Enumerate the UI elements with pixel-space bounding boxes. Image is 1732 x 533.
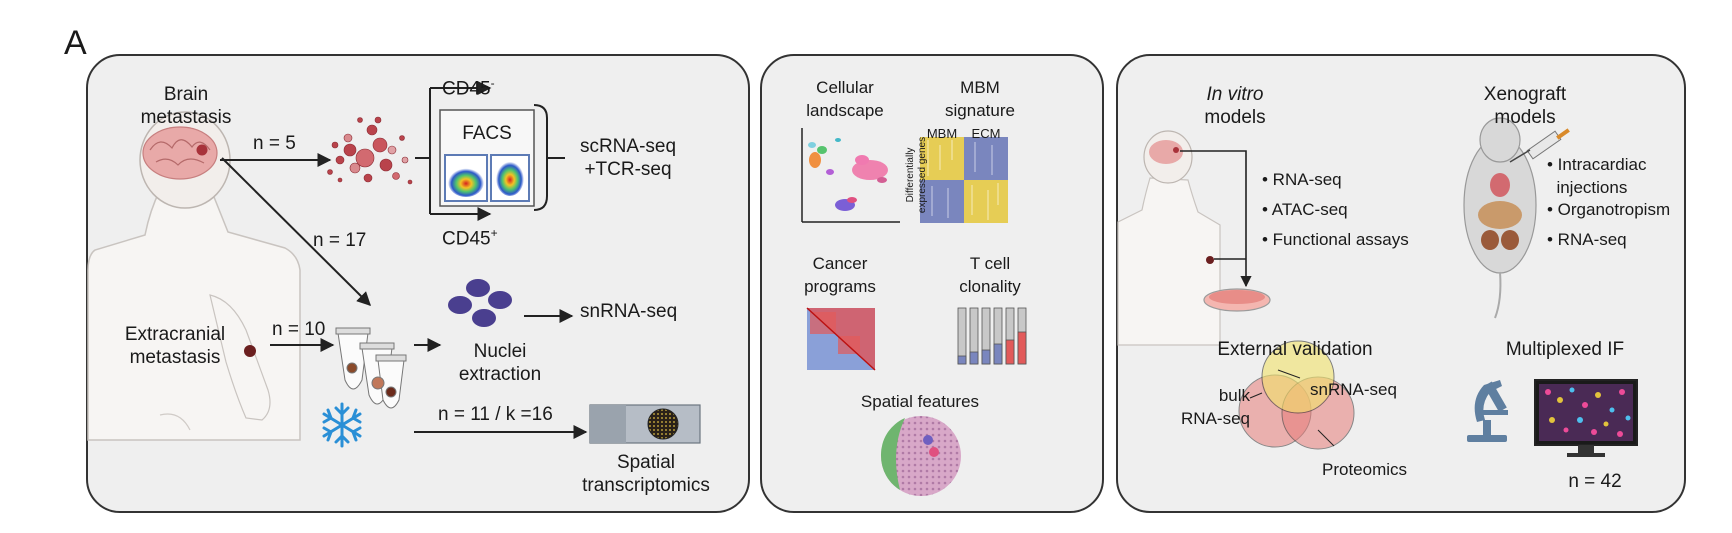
mbm-heatmap — [920, 137, 1008, 223]
umap-scatter — [801, 128, 900, 223]
xenograft-label: Xenograft models — [1483, 84, 1567, 128]
snrna-label: snRNA-seq — [580, 301, 678, 322]
venn-proteomics-label: Proteomics — [1322, 460, 1408, 479]
in-vitro-item-functional: • Functional assays — [1262, 230, 1409, 249]
in-vitro-human-illustration — [1117, 130, 1271, 346]
cancer-programs-label: Cancer programs — [804, 254, 876, 296]
venn-snrna-label: snRNA-seq — [1310, 380, 1397, 399]
workflow-arrows — [220, 81, 588, 439]
facs-plots — [439, 109, 535, 207]
sample-tubes — [335, 327, 407, 409]
heatmap-ylabel: Differentially expressed genes — [905, 136, 928, 214]
brain-tumor-dot — [196, 144, 208, 156]
heatmap-col-mbm: MBM — [926, 126, 958, 141]
n-if-label: n = 42 — [1568, 471, 1622, 492]
spatial-slide-icon — [589, 404, 701, 444]
spatial-features-circle — [880, 416, 961, 496]
multiplexed-if-label: Multiplexed IF — [1505, 339, 1625, 360]
nuclei-icon — [448, 279, 512, 327]
cancer-programs-matrix — [806, 307, 876, 371]
nuclei-extraction-label: Nuclei extraction — [458, 341, 542, 385]
n-extracranial-label: n = 10 — [272, 319, 326, 340]
spatial-transcriptomics-label: Spatial transcriptomics — [582, 452, 710, 496]
cellular-landscape-label: Cellular landscape — [806, 78, 884, 120]
in-vitro-item-atac: • ATAC-seq — [1262, 200, 1348, 219]
tumor-cell-cluster — [327, 116, 413, 185]
snowflake-icon — [322, 402, 362, 448]
microscope-icon — [1467, 380, 1508, 442]
n-spatial-label: n = 11 / k =16 — [438, 404, 553, 425]
xeno-item-rna: • RNA-seq — [1547, 230, 1627, 249]
extracranial-tumor-dot — [244, 345, 256, 357]
t-cell-clonality-bars — [957, 307, 1027, 365]
human-body-illustration — [87, 111, 301, 441]
external-validation-label: External validation — [1217, 339, 1373, 360]
monitor-if-image — [1534, 379, 1638, 457]
t-cell-clonality-label: T cell clonality — [959, 254, 1021, 296]
xeno-item-organotropism: • Organotropism — [1547, 200, 1671, 219]
panel-letter: A — [64, 24, 87, 62]
cd45-positive-label: CD45+ — [442, 226, 498, 250]
mouse-xenograft-illustration — [1463, 117, 1570, 319]
n-brain-sn-label: n = 17 — [313, 230, 367, 251]
venn-bulk-label: bulk RNA-seq — [1181, 386, 1250, 428]
in-vitro-label: In vitro models — [1204, 84, 1266, 128]
venn-leader-lines — [1249, 369, 1335, 447]
xeno-item-intracardiac: • Intracardiac injections — [1547, 155, 1647, 197]
scrna-tcr-label: scRNA-seq +TCR-seq — [579, 136, 677, 180]
in-vitro-item-rna: • RNA-seq — [1262, 170, 1342, 189]
n-brain-sc-label: n = 5 — [253, 133, 296, 154]
extracranial-metastasis-label: Extracranial metastasis — [124, 324, 226, 368]
in-vitro-arrows — [1180, 150, 1252, 288]
heatmap-col-ecm: ECM — [971, 126, 1001, 141]
mbm-signature-label: MBM signature — [945, 78, 1015, 120]
brain-metastasis-label: Brain metastasis — [140, 84, 232, 128]
spatial-features-label: Spatial features — [860, 392, 980, 411]
cd45-negative-label: CD45- — [442, 76, 495, 100]
facs-label: FACS — [462, 123, 512, 144]
